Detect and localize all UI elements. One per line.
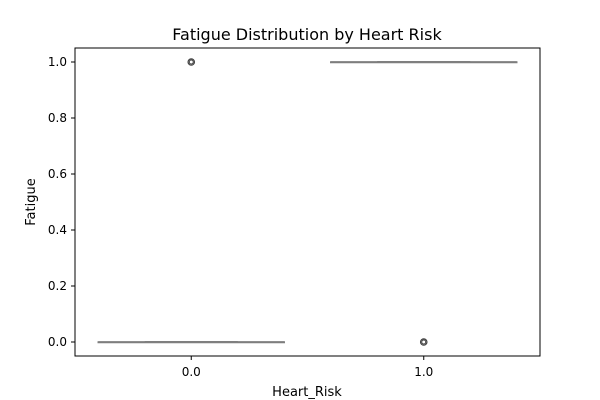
- y-tick-label: 0.2: [48, 279, 67, 293]
- outlier-point-inner: [188, 59, 194, 65]
- x-tick-label: 0.0: [182, 365, 201, 379]
- plot-frame: [74, 47, 541, 357]
- y-tick-label: 0.8: [48, 111, 67, 125]
- x-axis: 0.0 1.0: [182, 356, 433, 379]
- box-group: [330, 61, 518, 346]
- outlier-point: [419, 338, 428, 346]
- y-tick-label: 0.0: [48, 335, 67, 349]
- outlier-point-inner: [421, 339, 427, 345]
- y-axis-label: Fatigue: [24, 178, 39, 225]
- y-axis: 0.0 0.2 0.4 0.6 0.8 1.0: [48, 55, 75, 349]
- y-tick-label: 0.4: [48, 223, 67, 237]
- outlier-point: [187, 58, 196, 66]
- y-tick-label: 1.0: [48, 55, 67, 69]
- x-tick-label: 1.0: [414, 365, 433, 379]
- x-axis-label: Heart_Risk: [272, 385, 342, 400]
- y-tick-label: 0.6: [48, 167, 67, 181]
- chart-title: Fatigue Distribution by Heart Risk: [172, 25, 442, 44]
- box-group: [97, 58, 285, 344]
- boxes-layer: [97, 58, 518, 346]
